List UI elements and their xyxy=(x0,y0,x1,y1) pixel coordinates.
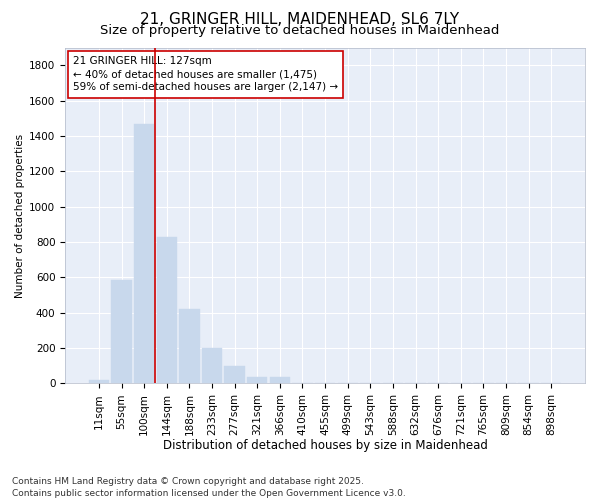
Text: 21, GRINGER HILL, MAIDENHEAD, SL6 7LY: 21, GRINGER HILL, MAIDENHEAD, SL6 7LY xyxy=(140,12,460,28)
Bar xyxy=(247,378,268,384)
X-axis label: Distribution of detached houses by size in Maidenhead: Distribution of detached houses by size … xyxy=(163,440,488,452)
Bar xyxy=(202,348,222,384)
Bar xyxy=(112,280,132,384)
Text: Contains HM Land Registry data © Crown copyright and database right 2025.
Contai: Contains HM Land Registry data © Crown c… xyxy=(12,476,406,498)
Bar xyxy=(157,236,177,384)
Y-axis label: Number of detached properties: Number of detached properties xyxy=(15,134,25,298)
Bar xyxy=(134,124,154,384)
Bar xyxy=(89,380,109,384)
Bar xyxy=(179,309,200,384)
Bar xyxy=(224,366,245,384)
Text: Size of property relative to detached houses in Maidenhead: Size of property relative to detached ho… xyxy=(100,24,500,37)
Bar xyxy=(269,378,290,384)
Text: 21 GRINGER HILL: 127sqm
← 40% of detached houses are smaller (1,475)
59% of semi: 21 GRINGER HILL: 127sqm ← 40% of detache… xyxy=(73,56,338,92)
